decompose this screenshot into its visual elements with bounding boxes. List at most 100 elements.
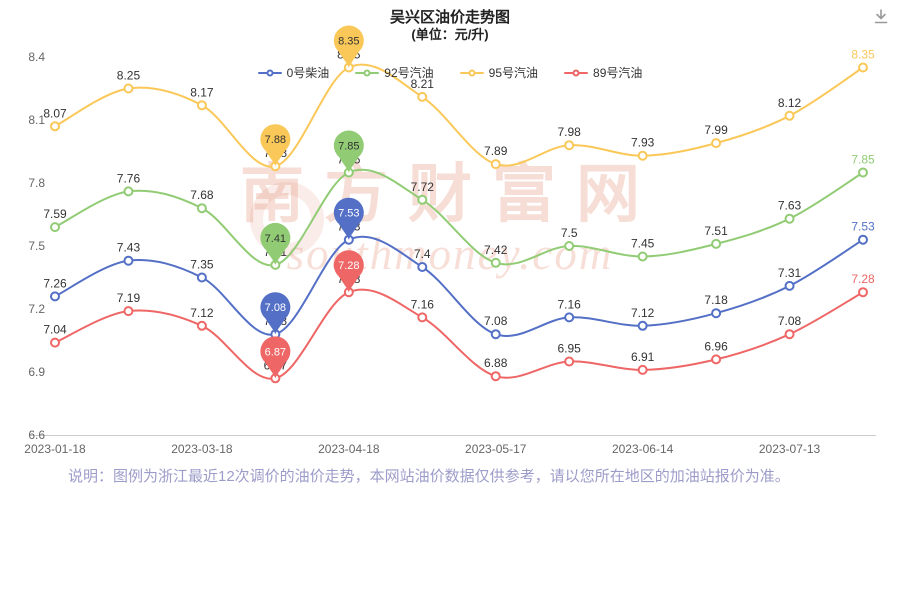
data-label: 7.68 — [190, 188, 214, 202]
y-tick-label: 7.5 — [28, 239, 45, 253]
data-label: 7.99 — [704, 123, 728, 137]
data-label: 8.17 — [190, 85, 214, 99]
data-point — [711, 138, 722, 149]
data-point — [711, 308, 722, 319]
y-tick-label: 6.9 — [28, 365, 45, 379]
legend-label: 0号柴油 — [286, 66, 330, 80]
data-label: 7.93 — [631, 136, 655, 150]
data-label: 7.89 — [484, 144, 508, 158]
x-tick-label: 2023-07-13 — [759, 442, 821, 456]
data-label: 8.25 — [117, 69, 141, 83]
data-label: 7.31 — [778, 266, 802, 280]
data-label: 8.35 — [851, 48, 875, 62]
mark-pin — [333, 197, 364, 240]
data-point — [637, 320, 648, 331]
legend-item-1[interactable]: 92号汽油 — [355, 64, 434, 81]
data-point — [417, 91, 428, 102]
series-line — [54, 235, 864, 337]
data-point — [123, 306, 134, 317]
data-label: 6.95 — [558, 342, 582, 356]
download-icon[interactable] — [872, 8, 890, 26]
data-point — [417, 312, 428, 323]
mark-pin-label: 8.35 — [338, 36, 359, 48]
data-label: 7.16 — [411, 297, 435, 311]
data-point — [490, 257, 501, 268]
legend-item-0[interactable]: 0号柴油 — [257, 64, 330, 81]
data-label: 7.12 — [190, 306, 214, 320]
data-label: 8.07 — [43, 106, 67, 120]
data-point — [637, 251, 648, 262]
x-tick-label: 2023-01-18 — [24, 442, 86, 456]
y-tick-label: 6.6 — [28, 428, 45, 442]
mark-pin-label: 7.41 — [265, 233, 286, 245]
legend-label: 92号汽油 — [384, 66, 434, 80]
data-label: 6.96 — [704, 339, 728, 353]
data-label: 8.12 — [778, 96, 802, 110]
series-line — [54, 168, 864, 267]
data-label: 7.04 — [43, 323, 67, 337]
legend-marker — [355, 69, 380, 76]
y-tick-label: 7.2 — [28, 302, 45, 316]
data-label: 7.4 — [414, 247, 431, 261]
data-point — [858, 62, 868, 73]
legend-item-2[interactable]: 95号汽油 — [459, 64, 539, 81]
data-point — [196, 320, 207, 331]
data-point — [564, 140, 575, 151]
legend-item-3[interactable]: 89号汽油 — [564, 64, 642, 81]
data-label: 7.72 — [411, 180, 435, 194]
data-label: 7.63 — [778, 199, 802, 213]
data-point — [784, 110, 795, 121]
legend: 0号柴油 92号汽油 95号汽油 89号汽油 — [0, 64, 900, 81]
data-point — [564, 241, 575, 251]
x-tick-label: 2023-04-18 — [318, 442, 380, 456]
data-label: 7.59 — [43, 207, 67, 221]
data-point — [711, 354, 722, 365]
data-label: 7.53 — [851, 220, 875, 234]
legend-marker — [257, 69, 282, 76]
data-point — [637, 364, 648, 375]
data-point — [784, 329, 795, 340]
mark-pin — [260, 336, 291, 379]
legend-label: 95号汽油 — [488, 66, 539, 80]
mark-pin-label: 7.08 — [265, 302, 286, 314]
data-label: 7.19 — [117, 291, 141, 305]
legend-marker-dot — [266, 69, 274, 76]
data-point — [784, 280, 795, 291]
data-label: 7.98 — [558, 125, 582, 139]
data-point — [490, 329, 501, 340]
data-label: 7.35 — [190, 258, 214, 272]
data-label: 7.18 — [704, 293, 728, 307]
data-point — [50, 291, 60, 302]
data-point — [490, 159, 501, 170]
legend-marker-dot — [468, 69, 476, 76]
x-tick-label: 2023-03-18 — [171, 442, 233, 456]
data-point — [50, 337, 60, 348]
data-point — [123, 255, 134, 266]
mark-pin-label: 7.53 — [338, 208, 359, 220]
legend-marker — [564, 69, 589, 76]
mark-pin-label: 6.87 — [265, 346, 286, 358]
chart-subtitle: (单位：元/升) — [411, 27, 489, 42]
mark-pin — [260, 222, 291, 265]
data-label: 8.21 — [411, 77, 435, 91]
legend-label: 89号汽油 — [593, 66, 643, 80]
data-label: 6.91 — [631, 350, 655, 364]
y-tick-label: 7.8 — [28, 176, 45, 190]
data-point — [637, 150, 648, 161]
data-point — [196, 203, 207, 214]
legend-marker-dot — [363, 69, 371, 76]
data-point — [564, 312, 575, 323]
data-label: 7.16 — [558, 297, 582, 311]
data-label: 7.28 — [851, 272, 875, 286]
data-point — [123, 186, 134, 197]
data-point — [50, 222, 60, 233]
legend-marker-dot — [572, 69, 580, 76]
data-label: 7.85 — [851, 153, 875, 167]
data-point — [858, 287, 868, 298]
data-label: 7.45 — [631, 237, 655, 251]
x-tick-label: 2023-05-17 — [465, 442, 527, 456]
legend-marker — [459, 69, 484, 76]
data-point — [711, 238, 722, 249]
data-label: 7.26 — [43, 276, 67, 290]
